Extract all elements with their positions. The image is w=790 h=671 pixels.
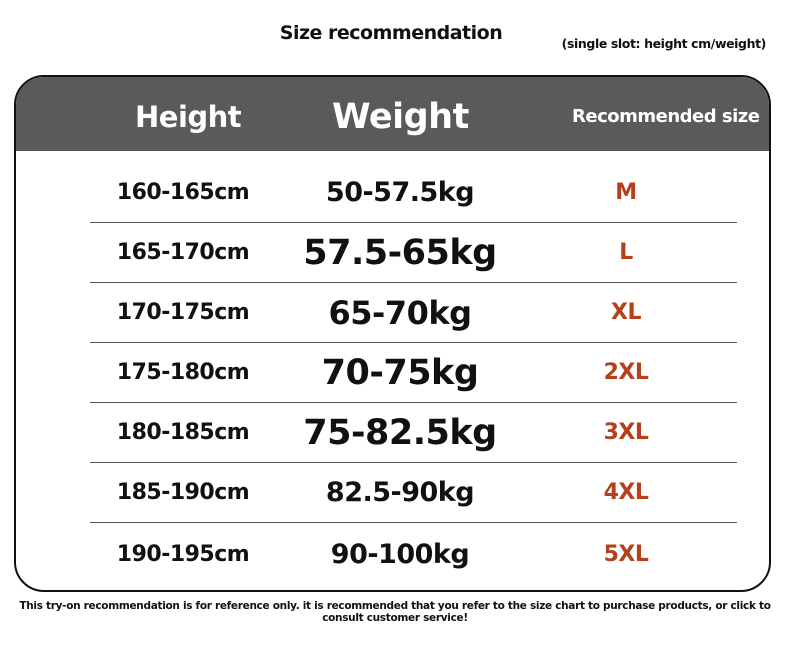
weight-cell: 82.5-90kg [325,477,475,508]
height-cell: 170-175cm [116,300,250,325]
height-cell: 175-180cm [116,360,250,385]
weight-cell: 57.5-65kg [303,233,497,273]
height-cell: 160-165cm [116,180,250,205]
row-divider [90,342,737,343]
row-divider [90,222,737,223]
header-size: Recommended size [572,106,760,127]
size-cell: L [619,240,633,265]
subtitle: (single slot: height cm/weight) [561,36,767,51]
size-cell: 5XL [603,542,649,567]
disclaimer-note: This try-on recommendation is for refere… [19,600,771,624]
weight-cell: 90-100kg [330,539,470,570]
row-divider [90,522,737,523]
table-row: 165-170cm 57.5-65kg L [16,223,769,283]
size-cell: XL [611,300,641,325]
table-row: 185-190cm 82.5-90kg 4XL [16,463,769,523]
table-row: 175-180cm 70-75kg 2XL [16,343,769,403]
table-row: 170-175cm 65-70kg XL [16,283,769,343]
table-row: 190-195cm 90-100kg 5XL [16,525,769,585]
weight-cell: 70-75kg [321,353,479,393]
height-cell: 185-190cm [116,480,250,505]
page-title: Size recommendation [279,22,503,44]
table-row: 180-185cm 75-82.5kg 3XL [16,403,769,463]
height-cell: 190-195cm [116,542,250,567]
weight-cell: 65-70kg [328,294,472,332]
table-row: 160-165cm 50-57.5kg M [16,163,769,223]
header-weight: Weight [332,97,469,137]
size-cell: 3XL [603,420,649,445]
weight-cell: 50-57.5kg [325,177,475,208]
row-divider [90,402,737,403]
weight-cell: 75-82.5kg [303,413,497,453]
size-table: Height Weight Recommended size 160-165cm… [14,75,771,592]
row-divider [90,282,737,283]
height-cell: 180-185cm [116,420,250,445]
header-height: Height [135,100,242,134]
row-divider [90,462,737,463]
size-cell: M [615,180,637,205]
size-cell: 4XL [603,480,649,505]
table-header: Height Weight Recommended size [16,77,769,151]
size-cell: 2XL [603,360,649,385]
height-cell: 165-170cm [116,240,250,265]
